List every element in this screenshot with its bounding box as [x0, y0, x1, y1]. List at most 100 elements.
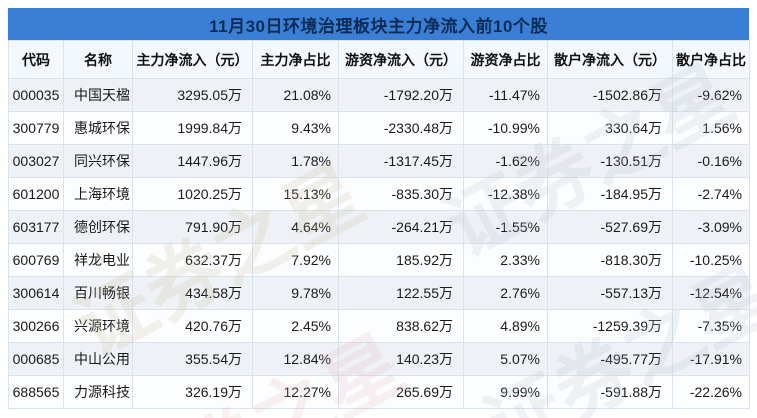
retail-pct: -12.54%: [672, 276, 750, 310]
stock-code: 300266: [8, 309, 64, 343]
hot-money-pct: -1.55%: [463, 210, 548, 244]
hot-money-pct: -1.62%: [463, 144, 548, 178]
stock-code: 000685: [8, 342, 64, 376]
main-inflow-value: 355.54万: [132, 342, 253, 376]
retail-inflow-value: -130.51万: [547, 144, 673, 178]
table-row: 000035 中国天楹 3295.05万 21.08% -1792.20万 -1…: [8, 78, 750, 112]
hot-money-inflow-value: -2330.48万: [338, 111, 464, 145]
retail-pct: -0.16%: [672, 144, 750, 178]
main-inflow-value: 632.37万: [132, 243, 253, 277]
table-row: 603177 德创环保 791.90万 4.64% -264.21万 -1.55…: [8, 210, 750, 244]
retail-inflow-value: -1259.39万: [547, 309, 673, 343]
main-inflow-value: 434.58万: [132, 276, 253, 310]
retail-pct: -22.26%: [672, 375, 750, 409]
main-inflow-pct: 12.27%: [252, 375, 339, 409]
table-row: 688565 力源科技 326.19万 12.27% 265.69万 9.99%…: [8, 375, 750, 409]
stock-code: 300614: [8, 276, 64, 310]
retail-pct: -7.35%: [672, 309, 750, 343]
table-row: 300614 百川畅银 434.58万 9.78% 122.55万 2.76% …: [8, 276, 750, 310]
stock-name: 兴源环境: [63, 309, 133, 343]
table-title: 11月30日环境治理板块主力净流入前10个股: [209, 16, 548, 36]
main-inflow-value: 791.90万: [132, 210, 253, 244]
hot-money-pct: 5.07%: [463, 342, 548, 376]
retail-inflow-value: -818.30万: [547, 243, 673, 277]
table-row: 601200 上海环境 1020.25万 15.13% -835.30万 -12…: [8, 177, 750, 211]
hot-money-pct: 2.76%: [463, 276, 548, 310]
hot-money-inflow-value: -835.30万: [338, 177, 464, 211]
stock-name: 德创环保: [63, 210, 133, 244]
main-inflow-pct: 7.92%: [252, 243, 339, 277]
retail-inflow-value: -557.13万: [547, 276, 673, 310]
col-header-hot-pct: 游资净占比: [463, 40, 548, 79]
hot-money-pct: -10.99%: [463, 111, 548, 145]
retail-pct: -10.25%: [672, 243, 750, 277]
table-header-row: 代码 名称 主力净流入（元） 主力净占比 游资净流入（元） 游资净占比 散户净流…: [8, 40, 750, 79]
retail-inflow-value: 330.64万: [547, 111, 673, 145]
retail-pct: -2.74%: [672, 177, 750, 211]
hot-money-inflow-value: 140.23万: [338, 342, 464, 376]
hot-money-inflow-value: 122.55万: [338, 276, 464, 310]
retail-inflow-value: -1502.86万: [547, 78, 673, 112]
main-inflow-value: 1999.84万: [132, 111, 253, 145]
table-row: 600769 祥龙电业 632.37万 7.92% 185.92万 2.33% …: [8, 243, 750, 277]
main-inflow-pct: 1.78%: [252, 144, 339, 178]
table-title-bar: 11月30日环境治理板块主力净流入前10个股: [8, 8, 749, 40]
col-header-code: 代码: [8, 40, 64, 79]
stock-name: 中国天楹: [63, 78, 133, 112]
main-inflow-value: 3295.05万: [132, 78, 253, 112]
table-row: 003027 同兴环保 1447.96万 1.78% -1317.45万 -1.…: [8, 144, 750, 178]
table-row: 300779 惠城环保 1999.84万 9.43% -2330.48万 -10…: [8, 111, 750, 145]
stock-code: 000035: [8, 78, 64, 112]
hot-money-pct: -12.38%: [463, 177, 548, 211]
main-inflow-pct: 9.78%: [252, 276, 339, 310]
retail-inflow-value: -527.69万: [547, 210, 673, 244]
main-inflow-pct: 21.08%: [252, 78, 339, 112]
hot-money-inflow-value: 185.92万: [338, 243, 464, 277]
table-row: 300266 兴源环境 420.76万 2.45% 838.62万 4.89% …: [8, 309, 750, 343]
stock-code: 300779: [8, 111, 64, 145]
hot-money-inflow-value: -1317.45万: [338, 144, 464, 178]
stock-code: 601200: [8, 177, 64, 211]
hot-money-pct: 2.33%: [463, 243, 548, 277]
main-inflow-value: 1020.25万: [132, 177, 253, 211]
hot-money-inflow-value: -1792.20万: [338, 78, 464, 112]
hot-money-pct: -11.47%: [463, 78, 548, 112]
main-inflow-pct: 2.45%: [252, 309, 339, 343]
stock-name: 同兴环保: [63, 144, 133, 178]
main-inflow-pct: 12.84%: [252, 342, 339, 376]
retail-pct: -9.62%: [672, 78, 750, 112]
table-row: 000685 中山公用 355.54万 12.84% 140.23万 5.07%…: [8, 342, 750, 376]
main-inflow-pct: 15.13%: [252, 177, 339, 211]
col-header-retail-pct: 散户净占比: [672, 40, 750, 79]
hot-money-inflow-value: 838.62万: [338, 309, 464, 343]
hot-money-inflow-value: 265.69万: [338, 375, 464, 409]
main-inflow-value: 1447.96万: [132, 144, 253, 178]
retail-inflow-value: -184.95万: [547, 177, 673, 211]
retail-pct: -17.91%: [672, 342, 750, 376]
col-header-hot-inflow: 游资净流入（元）: [338, 40, 464, 79]
stock-inflow-table: 代码 名称 主力净流入（元） 主力净占比 游资净流入（元） 游资净占比 散户净流…: [8, 40, 750, 409]
stock-code: 003027: [8, 144, 64, 178]
retail-inflow-value: -591.88万: [547, 375, 673, 409]
main-inflow-value: 326.19万: [132, 375, 253, 409]
stock-name: 惠城环保: [63, 111, 133, 145]
stock-name: 中山公用: [63, 342, 133, 376]
stock-name: 祥龙电业: [63, 243, 133, 277]
main-inflow-value: 420.76万: [132, 309, 253, 343]
retail-pct: -3.09%: [672, 210, 750, 244]
col-header-retail-inflow: 散户净流入（元）: [547, 40, 673, 79]
main-inflow-pct: 4.64%: [252, 210, 339, 244]
stock-code: 603177: [8, 210, 64, 244]
hot-money-inflow-value: -264.21万: [338, 210, 464, 244]
stock-name: 力源科技: [63, 375, 133, 409]
stock-name: 百川畅银: [63, 276, 133, 310]
col-header-main-pct: 主力净占比: [252, 40, 339, 79]
col-header-name: 名称: [63, 40, 133, 79]
stock-code: 600769: [8, 243, 64, 277]
retail-inflow-value: -495.77万: [547, 342, 673, 376]
hot-money-pct: 9.99%: [463, 375, 548, 409]
stock-code: 688565: [8, 375, 64, 409]
hot-money-pct: 4.89%: [463, 309, 548, 343]
main-inflow-pct: 9.43%: [252, 111, 339, 145]
